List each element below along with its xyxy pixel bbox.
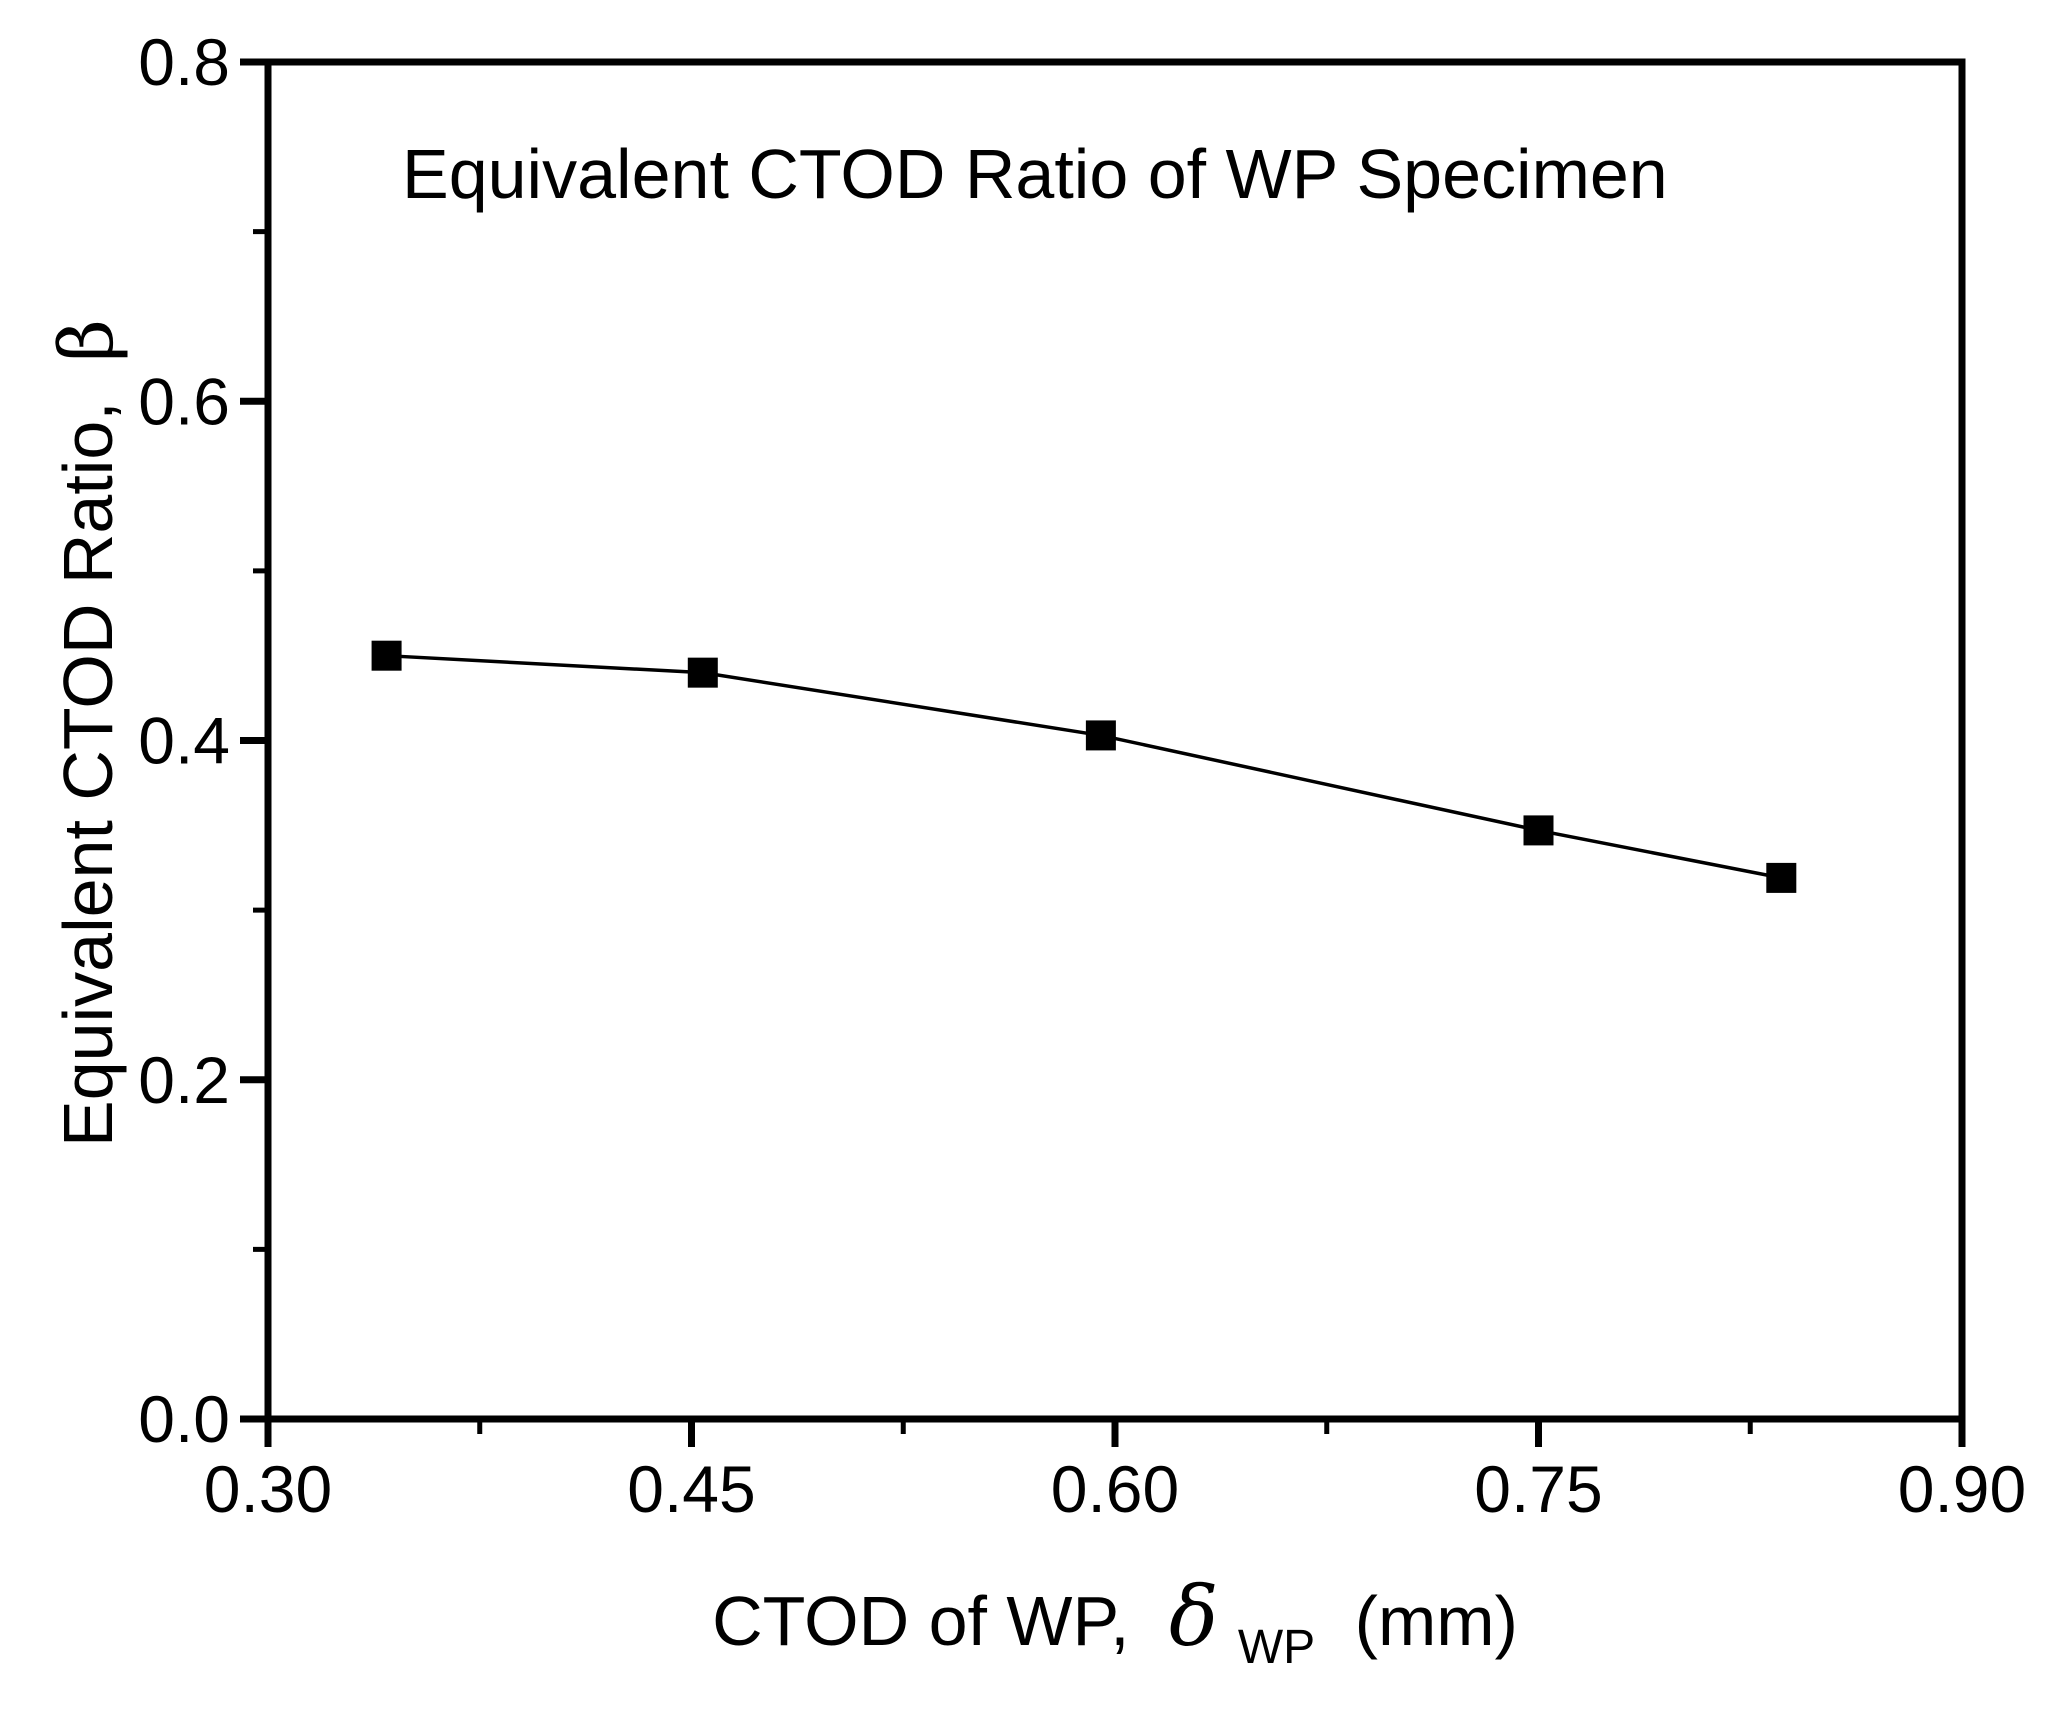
- x-axis-minor-ticks: [477, 1419, 1753, 1434]
- y-axis-label-text: Equivalent CTOD Ratio,: [49, 401, 127, 1147]
- series-line: [386, 653, 1782, 880]
- x-tick-label: 0.60: [1051, 1452, 1179, 1526]
- x-tick-label: 0.90: [1898, 1452, 2026, 1526]
- x-axis-label: CTOD of WP, δ WP (mm): [712, 1570, 1518, 1678]
- y-tick-label: 0.2: [138, 1043, 230, 1117]
- delta-symbol: δ: [1169, 1570, 1218, 1665]
- chart-title: Equivalent CTOD Ratio of WP Specimen: [402, 135, 1668, 213]
- y-tick-label: 0.4: [138, 704, 230, 778]
- y-axis-tick-labels: 0.0 0.2 0.4 0.6 0.8: [138, 25, 230, 1456]
- y-axis-label: Equivalent CTOD Ratio, β: [44, 319, 130, 1147]
- x-axis-label-subscript: WP: [1238, 1621, 1315, 1674]
- x-axis-label-units: (mm): [1355, 1582, 1518, 1660]
- y-tick-label: 0.0: [138, 1382, 230, 1456]
- x-tick-label: 0.30: [204, 1452, 332, 1526]
- data-point-marker: [687, 657, 718, 688]
- y-axis-major-ticks: [240, 58, 268, 1423]
- data-point-marker: [1766, 862, 1797, 893]
- x-tick-label: 0.45: [627, 1452, 755, 1526]
- x-axis-tick-labels: 0.30 0.45 0.60 0.75 0.90: [204, 1452, 2026, 1526]
- x-axis-label-text: CTOD of WP,: [712, 1582, 1130, 1660]
- x-axis-major-ticks: [264, 1419, 1966, 1447]
- y-axis-minor-ticks: [253, 229, 268, 1252]
- y-tick-label: 0.8: [138, 25, 230, 99]
- x-tick-label: 0.75: [1474, 1452, 1602, 1526]
- data-series: [371, 640, 1797, 893]
- beta-symbol: β: [44, 319, 130, 362]
- y-tick-label: 0.6: [138, 364, 230, 438]
- data-point-marker: [1085, 720, 1116, 751]
- data-point-marker: [371, 640, 402, 671]
- data-point-marker: [1523, 815, 1554, 846]
